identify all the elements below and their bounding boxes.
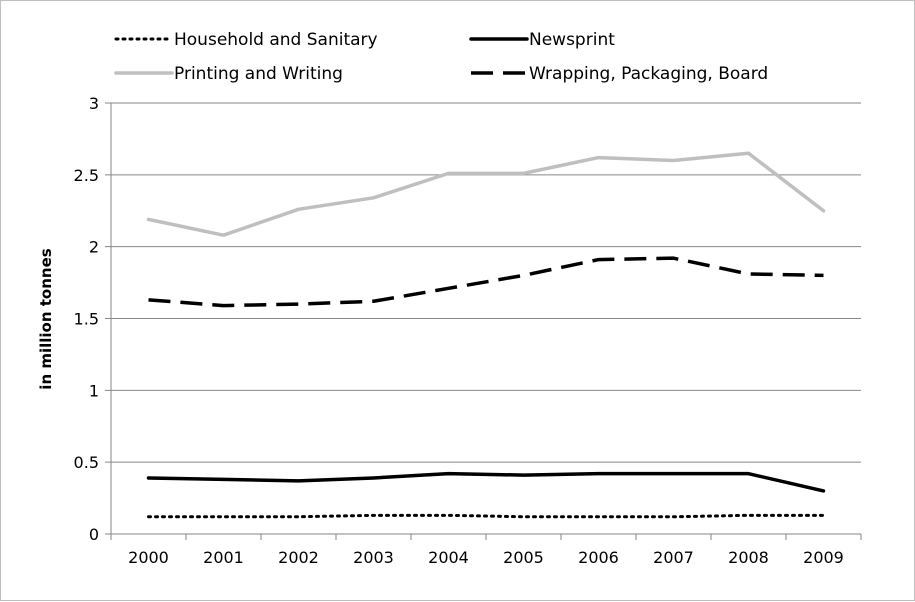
x-tick-label: 2004 — [428, 548, 469, 567]
legend-label: Newsprint — [529, 30, 615, 50]
x-tick-label: 2007 — [653, 548, 694, 567]
y-tick-label: 0.5 — [74, 453, 99, 472]
x-tick-label: 2006 — [578, 548, 619, 567]
legend-item: Household and Sanitary — [114, 30, 378, 50]
gridlines — [105, 102, 861, 535]
y-tick-label: 2 — [89, 238, 99, 257]
x-tick-label: 2003 — [353, 548, 394, 567]
y-tick-label: 2.5 — [74, 166, 99, 185]
series-line-wrapping-packaging-board — [148, 256, 824, 308]
legend-label: Wrapping, Packaging, Board — [529, 64, 768, 84]
axes: 0 0.5 1 1.5 2 2.5 3 2000 2001 2002 2003 2004 2005 200… — [74, 94, 862, 567]
series-line-printing-and-writing — [146, 151, 826, 237]
legend-label: Household and Sanitary — [174, 30, 378, 50]
x-tick-label: 2001 — [203, 548, 244, 567]
y-tick-label: 0 — [89, 525, 99, 544]
x-tick-label: 2000 — [128, 548, 169, 567]
y-tick-label: 3 — [89, 94, 99, 113]
legend: Household and Sanitary Newsprint Printing … — [114, 30, 768, 84]
legend-item: Newsprint — [469, 30, 615, 50]
x-tick-label: 2002 — [278, 548, 319, 567]
legend-item: Wrapping, Packaging, Board — [471, 64, 768, 84]
x-tick-label: 2005 — [503, 548, 544, 567]
x-tick-label: 2009 — [803, 548, 844, 567]
legend-label: Printing and Writing — [174, 64, 343, 84]
series-line-household-and-sanitary — [147, 513, 825, 519]
series-line-newsprint — [146, 471, 826, 493]
x-tick-label: 2008 — [728, 548, 769, 567]
y-axis-title: in million tonnes — [37, 248, 55, 389]
series-lines — [146, 151, 826, 519]
legend-item: Printing and Writing — [114, 64, 343, 84]
y-tick-label: 1.5 — [74, 310, 99, 329]
y-tick-label: 1 — [89, 381, 99, 400]
